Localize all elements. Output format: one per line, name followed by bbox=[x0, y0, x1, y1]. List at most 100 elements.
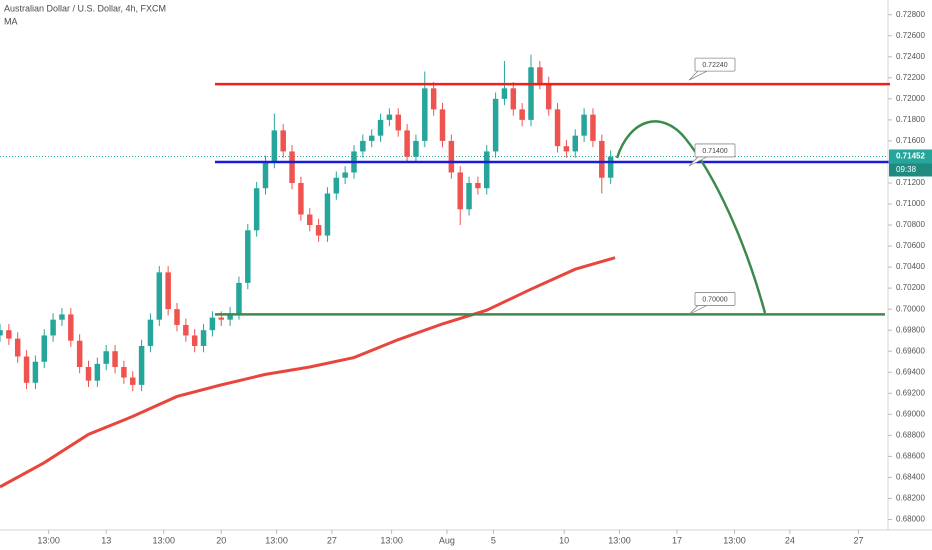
candle-body bbox=[484, 151, 490, 189]
y-tick-label: 0.71800 bbox=[896, 115, 925, 124]
x-tick-label: 13:00 bbox=[723, 535, 746, 545]
candle-body bbox=[315, 225, 322, 236]
x-tick-label: 20 bbox=[216, 535, 226, 545]
candle-body bbox=[439, 109, 446, 141]
candle-body bbox=[183, 324, 189, 336]
candle-body bbox=[572, 135, 578, 152]
callout-box bbox=[694, 57, 736, 72]
candle-body bbox=[537, 67, 543, 84]
projection-arc bbox=[615, 120, 767, 314]
x-tick-label: 13:00 bbox=[152, 535, 175, 545]
y-tick-label: 0.70600 bbox=[896, 241, 925, 250]
candle-body bbox=[147, 319, 154, 346]
candle-body bbox=[422, 88, 428, 141]
candle-body bbox=[262, 161, 269, 189]
candle-body bbox=[466, 182, 472, 210]
callout-box bbox=[694, 292, 736, 306]
candle-body bbox=[599, 140, 605, 178]
y-tick-label: 0.69400 bbox=[896, 367, 925, 376]
candle-body bbox=[563, 146, 570, 152]
candle-body bbox=[94, 363, 101, 381]
candle-body bbox=[209, 317, 216, 331]
countdown-box bbox=[889, 163, 932, 177]
candle-body bbox=[554, 109, 561, 147]
candle-body bbox=[245, 230, 251, 283]
candle-body bbox=[510, 88, 517, 110]
x-tick-label: 10 bbox=[559, 535, 569, 545]
candle-body bbox=[85, 367, 92, 381]
candle-body bbox=[68, 314, 74, 341]
candle-body bbox=[112, 351, 118, 368]
callout-box bbox=[694, 143, 736, 158]
candle-body bbox=[200, 330, 207, 346]
candle-body bbox=[76, 340, 83, 368]
candle-body bbox=[360, 140, 366, 152]
candle-body bbox=[14, 338, 21, 357]
callout-text: 0.70000 bbox=[702, 296, 727, 303]
x-tick-label: Aug bbox=[439, 535, 455, 545]
candle-body bbox=[298, 182, 304, 215]
candle-body bbox=[386, 114, 393, 120]
candle-body bbox=[6, 330, 12, 339]
candle-body bbox=[289, 151, 295, 183]
y-tick-label: 0.72400 bbox=[896, 52, 925, 61]
y-tick-label: 0.72000 bbox=[896, 94, 925, 103]
candle-body bbox=[227, 313, 233, 320]
candle-body bbox=[138, 345, 145, 385]
candle-body bbox=[528, 67, 534, 120]
candle-body bbox=[501, 88, 508, 99]
candle-body bbox=[324, 193, 331, 236]
candle-body bbox=[590, 114, 596, 141]
candle-body bbox=[545, 83, 552, 110]
callout-pointer bbox=[688, 304, 710, 315]
x-tick-label: 13:00 bbox=[608, 535, 631, 545]
y-tick-label: 0.71600 bbox=[896, 136, 925, 145]
candle-body bbox=[475, 182, 481, 189]
candle-body bbox=[121, 367, 127, 378]
chart-title: Australian Dollar / U.S. Dollar, 4h, FXC… bbox=[4, 3, 166, 13]
candle-body bbox=[0, 330, 3, 336]
y-tick-label: 0.70200 bbox=[896, 283, 925, 292]
x-tick-label: 13:00 bbox=[380, 535, 403, 545]
candle-body bbox=[236, 282, 242, 314]
y-tick-label: 0.72200 bbox=[896, 73, 925, 82]
candle-body bbox=[59, 314, 65, 320]
countdown-label: 09:38 bbox=[896, 165, 917, 174]
callout-pointer bbox=[688, 155, 710, 167]
price-label-box bbox=[889, 149, 932, 164]
candle-body bbox=[413, 140, 419, 157]
x-tick-label: 13:00 bbox=[37, 535, 60, 545]
y-tick-label: 0.70400 bbox=[896, 262, 925, 271]
x-tick-label: 27 bbox=[853, 535, 863, 545]
y-tick-label: 0.70800 bbox=[896, 220, 925, 229]
candle-body bbox=[103, 351, 109, 364]
candle-body bbox=[377, 119, 384, 136]
candle-body bbox=[448, 140, 455, 173]
y-tick-label: 0.69600 bbox=[896, 346, 925, 355]
candle-body bbox=[280, 130, 286, 152]
candle-body bbox=[492, 98, 499, 152]
candle-body bbox=[404, 130, 410, 157]
candle-body bbox=[41, 335, 47, 362]
x-tick-label: 13 bbox=[101, 535, 111, 545]
candle-body bbox=[333, 177, 340, 194]
candle-body bbox=[253, 188, 260, 231]
candle-body bbox=[174, 309, 180, 325]
y-tick-label: 0.70000 bbox=[896, 304, 925, 313]
y-tick-label: 0.68600 bbox=[896, 451, 925, 460]
x-tick-label: 27 bbox=[327, 535, 337, 545]
y-tick-label: 0.69800 bbox=[896, 325, 925, 334]
candle-body bbox=[50, 319, 56, 336]
candle-body bbox=[342, 172, 348, 178]
candle-body bbox=[607, 156, 614, 178]
candle-body bbox=[457, 172, 463, 210]
indicator-label: MA bbox=[4, 16, 18, 26]
moving-average bbox=[0, 256, 616, 489]
candle-body bbox=[430, 88, 437, 110]
y-tick-label: 0.72600 bbox=[896, 31, 925, 40]
candle-body bbox=[395, 114, 401, 131]
price-label: 0.71452 bbox=[896, 152, 925, 161]
y-tick-label: 0.71200 bbox=[896, 178, 925, 187]
